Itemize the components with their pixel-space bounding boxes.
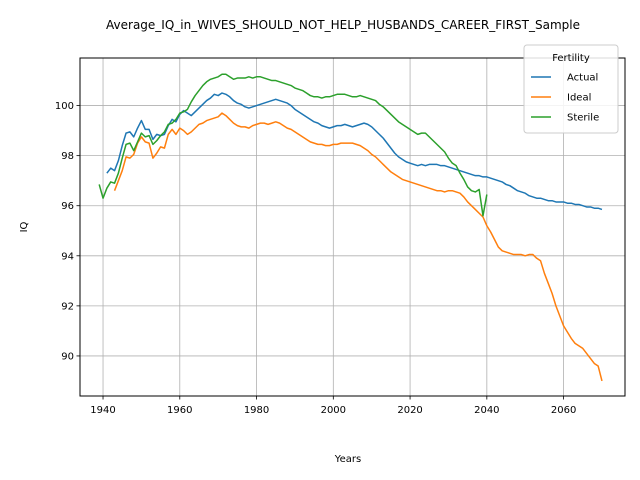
x-tick-label: 1980 — [244, 405, 269, 416]
y-tick-label: 96 — [61, 201, 74, 212]
x-tick-label: 2060 — [551, 405, 576, 416]
legend: Fertility Actual Ideal Sterile — [523, 44, 619, 134]
series-line-actual — [106, 92, 603, 211]
series-lines — [98, 73, 603, 382]
y-tick-label: 98 — [61, 151, 74, 162]
legend-box — [523, 44, 619, 134]
x-tick-label: 1940 — [90, 405, 115, 416]
x-tick-label: 2040 — [474, 405, 499, 416]
x-axis-label: Years — [334, 454, 361, 465]
legend-title: Fertility — [552, 53, 590, 64]
x-tick-label: 2020 — [397, 405, 422, 416]
x-tick-label: 2000 — [321, 405, 346, 416]
chart-title: Average_IQ_in_WIVES_SHOULD_NOT_HELP_HUSB… — [106, 18, 580, 32]
x-axis: 1940 1960 1980 2000 2020 2040 2060 — [90, 396, 576, 416]
y-tick-label: 100 — [55, 101, 74, 112]
legend-entries: Actual Ideal Sterile — [531, 73, 599, 124]
series-line-sterile — [98, 73, 488, 217]
legend-label-actual: Actual — [567, 73, 598, 84]
legend-label-ideal: Ideal — [567, 93, 591, 104]
y-tick-label: 94 — [61, 251, 74, 262]
y-tick-label: 92 — [61, 301, 74, 312]
plot-frame — [79, 57, 626, 397]
y-tick-label: 90 — [61, 351, 74, 362]
series-line-ideal — [113, 112, 603, 382]
x-tick-label: 1960 — [167, 405, 192, 416]
y-axis-label: IQ — [19, 221, 30, 232]
legend-label-sterile: Sterile — [567, 113, 599, 124]
y-axis: 90 92 94 96 98 100 — [55, 101, 80, 362]
